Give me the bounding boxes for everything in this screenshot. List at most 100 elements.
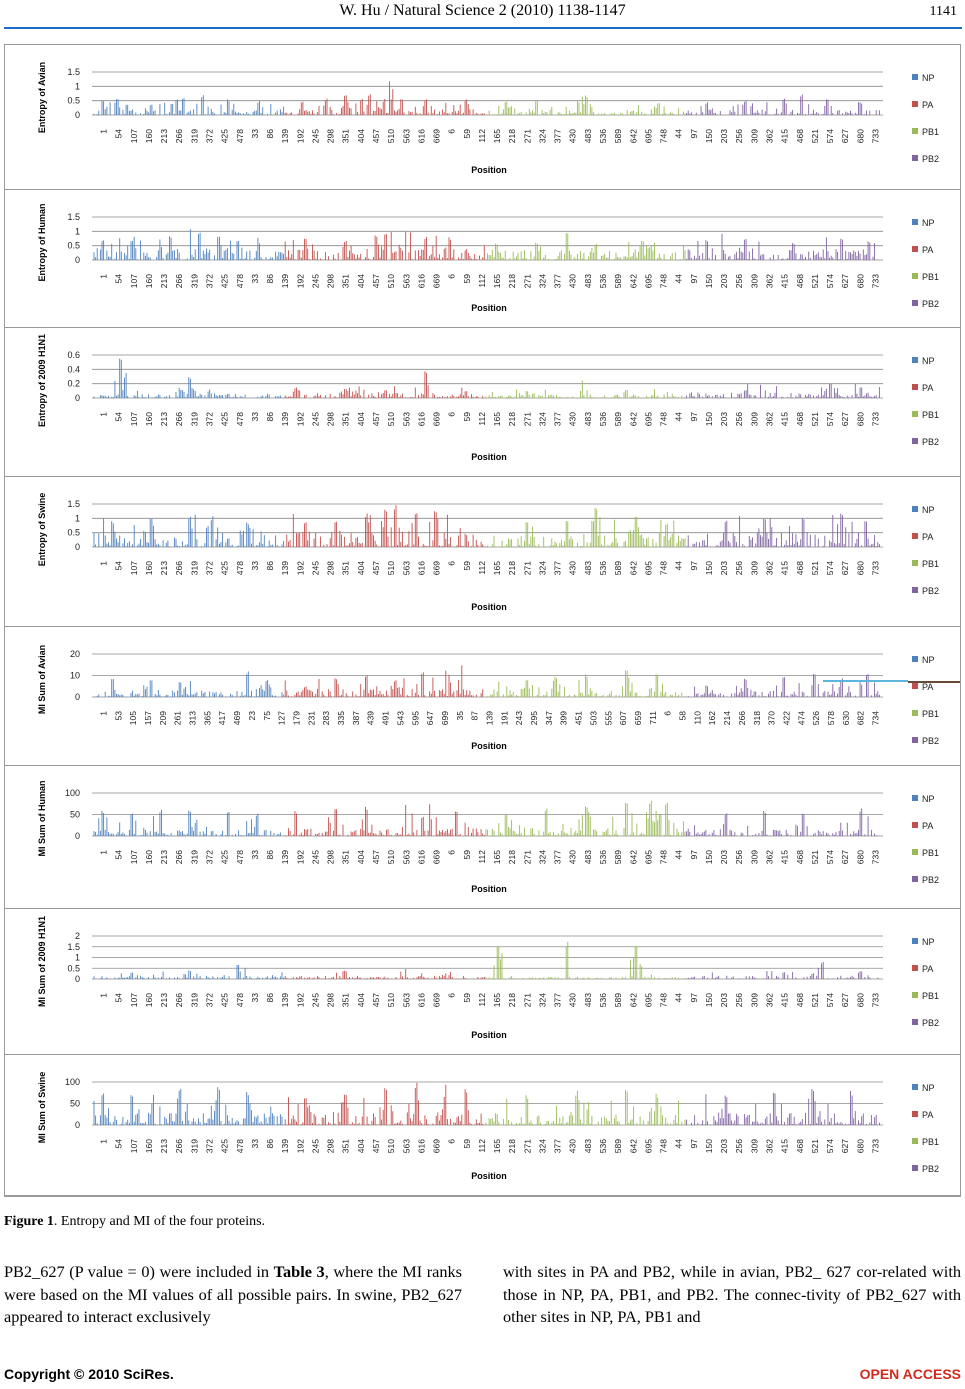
x-tick-label: 86: [265, 274, 275, 284]
chart-svg: Entropy of 2009 H1N1 0 0.2 0.4 0.6 1 54 107 160 2…: [37, 334, 939, 462]
x-tick-label: 112: [477, 412, 487, 426]
x-tick-label: 283: [321, 711, 331, 725]
x-tick-label: 1: [99, 412, 109, 417]
legend-label: PB1: [922, 559, 939, 569]
x-tick-label: 425: [220, 561, 230, 575]
series-pb2: [686, 962, 879, 979]
x-tick-label: 97: [689, 129, 699, 139]
y-tick-label: 0.5: [67, 963, 80, 973]
x-tick-label: 503: [588, 711, 598, 725]
x-tick-label: 430: [568, 561, 578, 575]
x-tick-label: 370: [767, 711, 777, 725]
x-tick-label: 589: [613, 129, 623, 143]
x-tick-label: 351: [341, 561, 351, 575]
x-tick-label: 347: [544, 711, 554, 725]
x-tick-label: 430: [568, 129, 578, 143]
chart-svg: Entropy of Swine 0 0.5 1 1.5 1 54 107 160 213 266 3…: [37, 493, 939, 612]
x-axis-label: Position: [471, 602, 507, 612]
body-column-left: PB2_627 (P value = 0) were included in T…: [4, 1261, 462, 1329]
x-tick-label: 256: [734, 274, 744, 288]
x-tick-label: 313: [188, 711, 198, 725]
x-tick-label: 1: [99, 1139, 109, 1144]
legend-swatch: [912, 506, 918, 512]
legend-label: PA: [922, 682, 933, 692]
x-tick-label: 324: [538, 850, 548, 864]
x-tick-label: 44: [674, 850, 684, 860]
x-tick-label: 213: [159, 850, 169, 864]
x-tick-label: 351: [341, 993, 351, 1007]
legend-label: PA: [922, 1110, 933, 1120]
legend-swatch: [912, 587, 918, 593]
x-tick-label: 59: [462, 412, 472, 422]
x-tick-label: 647: [425, 711, 435, 725]
x-tick-label: 457: [371, 274, 381, 288]
x-tick-label: 362: [765, 1139, 775, 1153]
x-tick-label: 478: [235, 993, 245, 1007]
legend-swatch: [912, 533, 918, 539]
legend-label: PA: [922, 964, 933, 974]
x-tick-label: 616: [416, 561, 426, 575]
x-tick-label: 319: [189, 561, 199, 575]
x-tick-label: 160: [144, 993, 154, 1007]
x-tick-label: 536: [598, 412, 608, 426]
x-tick-label: 468: [795, 274, 805, 288]
x-tick-label: 478: [235, 1139, 245, 1153]
x-tick-label: 415: [780, 561, 790, 575]
x-tick-label: 536: [598, 850, 608, 864]
x-tick-label: 6: [447, 129, 457, 134]
y-axis-label: Entropy of Swine: [37, 493, 47, 567]
series-pa: [284, 505, 485, 547]
x-tick-label: 319: [189, 993, 199, 1007]
legend-swatch: [912, 219, 918, 225]
x-tick-label: 150: [704, 129, 714, 143]
x-tick-label: 54: [114, 850, 124, 860]
x-tick-label: 351: [341, 1139, 351, 1153]
legend-label: PB2: [922, 586, 939, 596]
x-tick-label: 574: [825, 412, 835, 426]
x-tick-label: 97: [689, 993, 699, 1003]
x-tick-label: 642: [628, 850, 638, 864]
y-tick-label: 0: [75, 1120, 80, 1130]
x-tick-label: 595: [410, 711, 420, 725]
legend-swatch: [912, 155, 918, 161]
x-tick-label: 192: [295, 850, 305, 864]
x-tick-label: 33: [250, 993, 260, 1003]
x-tick-label: 218: [507, 850, 517, 864]
legend-label: PB1: [922, 272, 939, 282]
x-tick-label: 483: [583, 561, 593, 575]
x-tick-label: 607: [618, 711, 628, 725]
x-tick-label: 734: [871, 711, 881, 725]
x-tick-label: 112: [477, 850, 487, 864]
chart-svg: MI Sum of Swine 0 50 100 1 54 107 160 213 266 319 3…: [37, 1072, 939, 1181]
x-tick-label: 748: [659, 412, 669, 426]
body-text: , where the MI ranks were based on the M…: [4, 1262, 462, 1327]
legend-swatch: [912, 273, 918, 279]
x-tick-label: 627: [840, 993, 850, 1007]
x-tick-label: 271: [522, 561, 532, 575]
series-pb1: [485, 95, 686, 115]
x-tick-label: 680: [855, 850, 865, 864]
legend-swatch: [912, 438, 918, 444]
x-tick-label: 563: [401, 993, 411, 1007]
x-axis-label: Position: [471, 1171, 507, 1181]
x-tick-label: 86: [265, 129, 275, 139]
x-tick-label: 105: [128, 711, 138, 725]
x-tick-label: 107: [129, 561, 139, 575]
x-tick-label: 44: [674, 274, 684, 284]
x-tick-label: 483: [583, 412, 593, 426]
y-axis-label: MI Sum of Swine: [37, 1072, 47, 1144]
x-tick-label: 165: [492, 1139, 502, 1153]
x-tick-label: 59: [462, 561, 472, 571]
legend-label: PB2: [922, 875, 939, 885]
x-tick-label: 271: [522, 412, 532, 426]
x-tick-label: 324: [538, 993, 548, 1007]
x-tick-label: 86: [265, 412, 275, 422]
x-tick-label: 191: [499, 711, 509, 725]
y-tick-label: 0.5: [67, 96, 80, 106]
x-tick-label: 589: [613, 993, 623, 1007]
x-tick-label: 245: [311, 412, 321, 426]
x-tick-label: 256: [734, 561, 744, 575]
x-tick-label: 245: [311, 850, 321, 864]
x-tick-label: 112: [477, 1139, 487, 1153]
x-tick-label: 6: [447, 561, 457, 566]
